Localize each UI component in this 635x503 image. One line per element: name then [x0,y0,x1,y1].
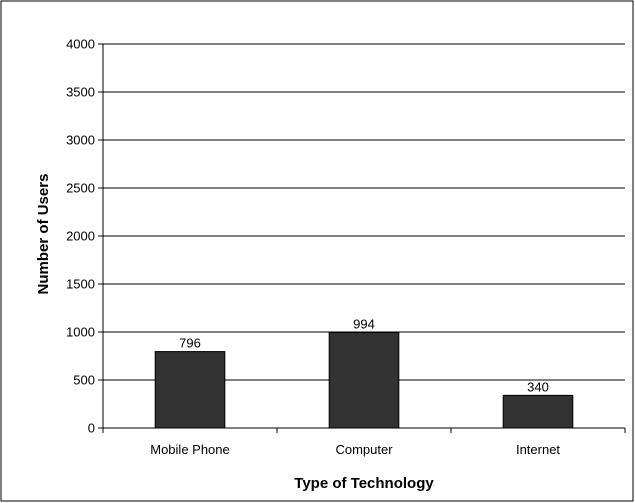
y-tick-label: 500 [73,373,95,388]
x-tick-label: Mobile Phone [150,442,230,457]
bar-mobile-phone [154,351,226,429]
y-tick-label: 2000 [66,229,95,244]
y-tick-label: 2500 [66,181,95,196]
y-tick-label: 3000 [66,133,95,148]
y-tick-label: 1000 [66,325,95,340]
data-label: 796 [179,336,201,351]
y-tick-label: 4000 [66,37,95,52]
y-tick-label: 0 [88,421,95,436]
bar-internet [502,394,574,429]
data-label: 340 [527,379,549,394]
bar-computer [328,332,400,429]
y-axis-title: Number of Users [35,174,52,295]
bars [154,332,574,429]
data-label: 994 [353,317,375,332]
x-tick-labels: Mobile Phone Computer Internet [102,428,626,457]
x-tick-label: Computer [335,442,393,457]
y-tick-label: 3500 [66,85,95,100]
x-axis-title: Type of Technology [294,475,434,492]
y-tick-labels: 0 500 1000 1500 2000 2500 3000 3500 4000 [66,37,95,436]
y-tick-label: 1500 [66,277,95,292]
x-tick-label: Internet [516,442,560,457]
data-labels: 796 994 340 [179,317,549,395]
